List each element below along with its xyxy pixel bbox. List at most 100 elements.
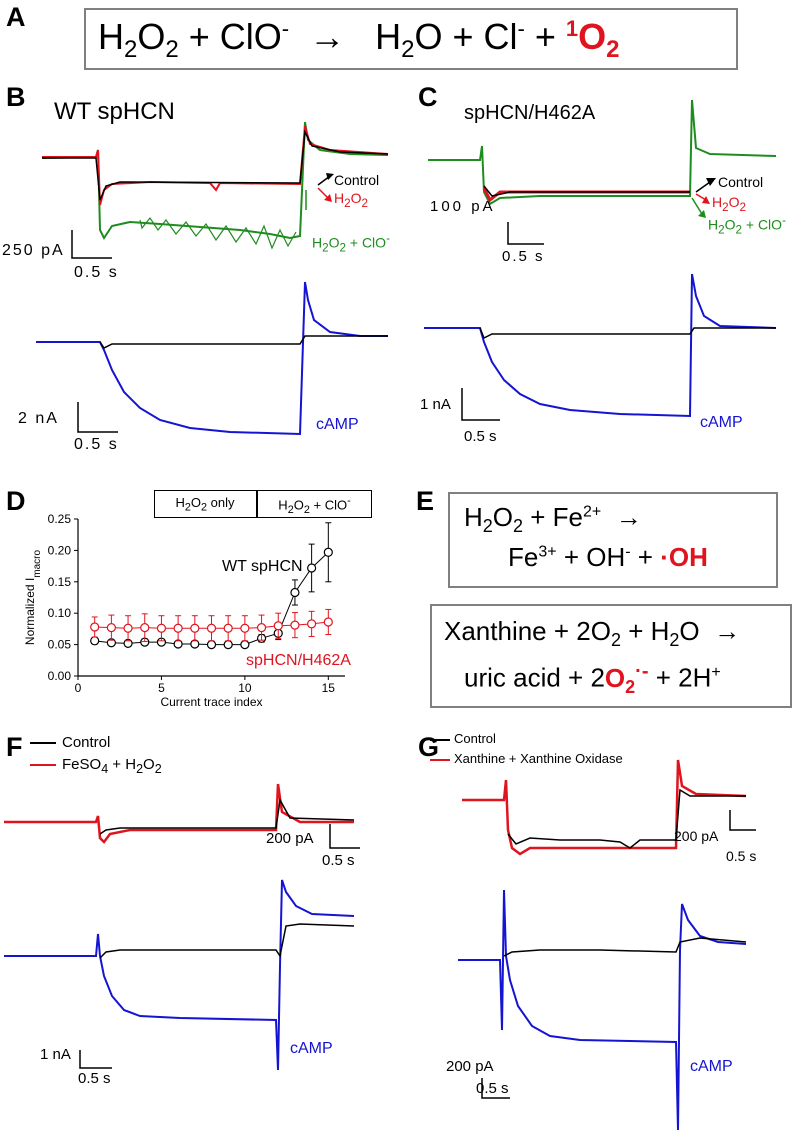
scale-c-time-blue: 0.5 s xyxy=(464,428,497,445)
legend-f-feso4: FeSO4 + H2O2 xyxy=(62,756,162,776)
condition-box: H2O2 only H2O2 + ClO- xyxy=(154,490,372,518)
trace-b-camp-control xyxy=(99,335,388,349)
scale-bar-c-blue xyxy=(461,388,500,421)
y-tick-label: 0.05 xyxy=(48,638,72,652)
trace-g-xanthine xyxy=(462,759,747,856)
equation-e2-line2: uric acid + 2O2·- + 2H+ xyxy=(464,660,721,697)
condition-h2o2-clo: H2O2 + ClO- xyxy=(278,495,351,516)
panel-d-label: D xyxy=(6,486,26,516)
panel-b-traces xyxy=(36,121,389,436)
x-tick-label: 10 xyxy=(238,681,252,695)
trace-g-camp xyxy=(458,889,747,1130)
data-point-mut xyxy=(106,623,116,633)
camp-f-label: cAMP xyxy=(290,1040,333,1057)
trace-c-camp xyxy=(424,273,777,418)
data-point-mut xyxy=(206,623,217,633)
equation-a-box: H2O2 + ClO- → H2O + Cl- + 1O2 xyxy=(84,8,738,70)
legend-b-control: Control xyxy=(334,172,380,188)
legend-g-xanthine: Xanthine + Xanthine Oxidase xyxy=(454,751,623,766)
arrow-b-h2o2 xyxy=(317,187,329,199)
trace-f-feso4 xyxy=(4,783,354,844)
panel-g-traces xyxy=(430,739,756,1130)
y-axis-label: Normalized Imacro xyxy=(23,549,43,645)
x-axis-label: Current trace index xyxy=(160,695,262,709)
scale-g-time-blue: 0.5 s xyxy=(476,1080,509,1097)
data-point-mut xyxy=(140,623,150,633)
scale-c-current-blue: 1 nA xyxy=(420,396,451,413)
trace-b-camp xyxy=(36,281,388,436)
x-tick-label: 5 xyxy=(158,681,165,695)
scale-bar-b xyxy=(71,230,112,259)
panel-c-traces xyxy=(424,99,777,421)
trace-f-camp xyxy=(4,879,355,1071)
data-point-wt xyxy=(323,547,333,557)
x-tick-label: 0 xyxy=(75,681,82,695)
equation-a: H2O2 + ClO- → H2O + Cl- + 1O2 xyxy=(98,16,620,64)
panel-a-label: A xyxy=(6,2,26,32)
panel-c-title: spHCN/H462A xyxy=(464,102,596,124)
data-point-mut xyxy=(256,623,267,633)
arrow-c-control-head xyxy=(706,178,716,186)
equation-e1-line2: Fe3+ + OH- + ·OH xyxy=(508,542,708,572)
data-point-wt xyxy=(223,640,233,650)
y-tick-label: 0.15 xyxy=(48,575,72,589)
data-point-mut xyxy=(223,623,233,633)
trace-b-h2o2-clo-noise xyxy=(139,216,297,250)
scale-bar-g xyxy=(729,810,756,831)
data-point-mut xyxy=(307,619,317,629)
scale-c-time: 0.5 s xyxy=(502,248,545,265)
data-point-mut xyxy=(240,623,250,633)
data-point-wt xyxy=(290,587,300,598)
legend-f-control: Control xyxy=(62,734,111,751)
scale-bar-f xyxy=(329,824,360,849)
camp-g-label: cAMP xyxy=(690,1058,733,1075)
data-point-mut xyxy=(323,617,333,627)
scale-f-current: 200 pA xyxy=(266,830,314,847)
y-tick-label: 0.00 xyxy=(48,669,72,683)
arrow-c-green xyxy=(691,197,703,215)
condition-h2o2-only: H2O2 only xyxy=(175,495,235,514)
data-point-wt xyxy=(240,640,250,650)
x-tick-label: 15 xyxy=(322,681,336,695)
legend-c-h2o2-clo: H2O2 + ClO- xyxy=(708,214,786,237)
data-point-wt xyxy=(307,563,317,573)
scale-bar-b-blue xyxy=(77,402,118,433)
data-point-wt xyxy=(206,640,217,650)
scale-bar-f-blue xyxy=(79,1050,112,1069)
scale-f-time: 0.5 s xyxy=(322,852,355,869)
arrow-b-control-head xyxy=(326,173,334,180)
panel-f-traces xyxy=(4,742,360,1071)
scale-g-current: 200 pA xyxy=(674,828,719,844)
legend-g-control: Control xyxy=(454,731,496,746)
legend-b-h2o2: H2O2 xyxy=(334,190,368,210)
data-point-mut xyxy=(190,623,200,633)
trace-f-control xyxy=(99,797,355,835)
trace-c-camp-control xyxy=(479,327,776,340)
scale-g-current-blue: 200 pA xyxy=(446,1058,494,1075)
camp-c-label: cAMP xyxy=(700,414,743,431)
scale-b-time-blue: 0.5 s xyxy=(74,436,119,453)
scale-bar-g-blue xyxy=(481,1078,510,1099)
data-point-mut xyxy=(156,623,167,633)
scale-b-current-blue: 2 nA xyxy=(18,410,59,427)
chart-d: 0.00 0.05 0.10 0.15 0.20 0.25 0 5 10 15 Current tr… xyxy=(23,512,345,709)
panel-f-label: F xyxy=(6,732,23,762)
trace-c-control xyxy=(483,185,690,197)
scale-bar-c xyxy=(507,222,544,245)
scale-b-current: 250 pA xyxy=(2,242,65,259)
y-tick-label: 0.20 xyxy=(48,543,72,557)
equation-e2-line1: Xanthine + 2O2 + H2O → xyxy=(444,616,741,651)
equation-e1-line1: H2O2 + Fe2+ → xyxy=(464,502,642,537)
panel-b-title: WT spHCN xyxy=(54,98,175,125)
panel-c-label: C xyxy=(418,82,438,112)
trace-f-camp-control xyxy=(99,923,355,959)
panel-e-label: E xyxy=(416,486,435,516)
data-point-mut xyxy=(90,622,100,632)
y-tick-label: 0.25 xyxy=(48,512,72,526)
scale-b-time: 0.5 s xyxy=(74,264,119,281)
series-label-wt: WT spHCN xyxy=(222,558,303,575)
arrow-b-h2o2-head xyxy=(324,194,332,202)
panel-b-label: B xyxy=(6,82,26,112)
arrow-c-green-head xyxy=(698,210,706,218)
legend-c-h2o2: H2O2 xyxy=(712,194,746,214)
